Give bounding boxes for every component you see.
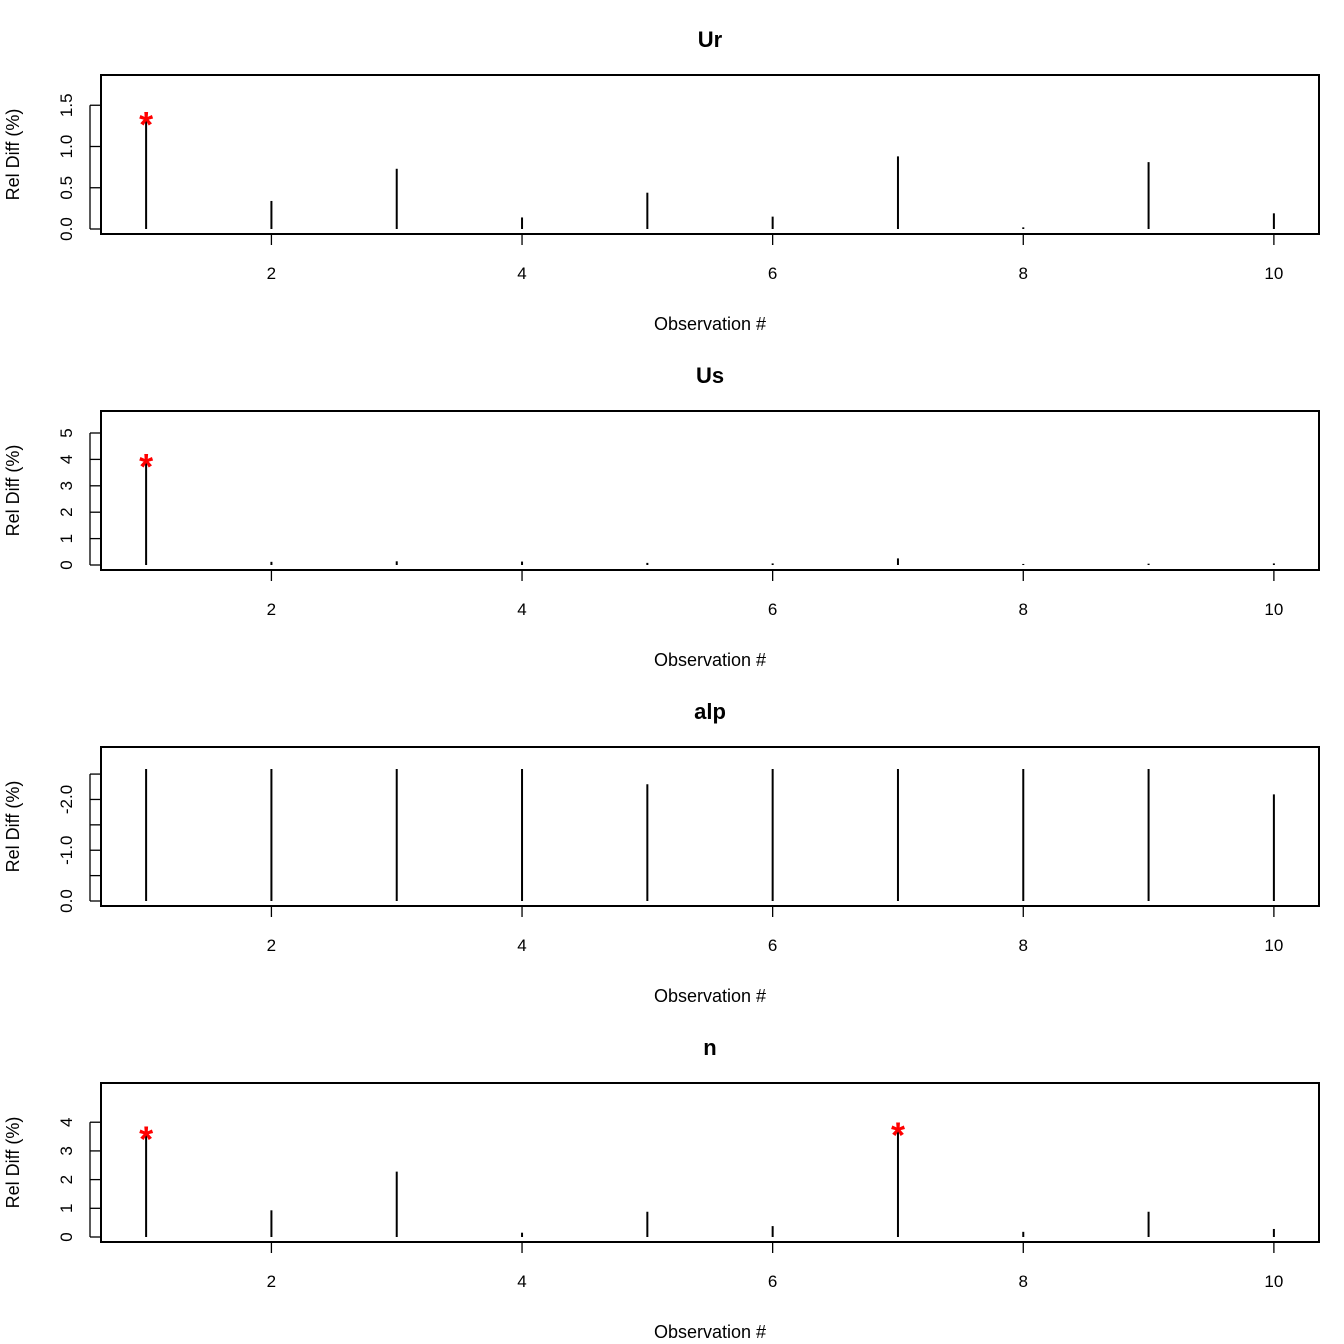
y-axis-label: Rel Diff (%) bbox=[3, 1117, 23, 1209]
chart-panel-2: Us 0 1 2 3 4 5 Rel Diff (%) 2 4 6 8 10 Observation # * bbox=[3, 363, 1320, 670]
y-axis-label: Rel Diff (%) bbox=[3, 109, 23, 201]
x-tick-label: 10 bbox=[1264, 600, 1283, 619]
y-axis-label: Rel Diff (%) bbox=[3, 781, 23, 873]
chart-panel-3: alp 0.0 -1.0 -2.0 Rel Diff (%) 2 4 6 8 10 Observat… bbox=[3, 699, 1320, 1006]
y-tick-label: 3 bbox=[57, 481, 76, 490]
plot-frame bbox=[100, 1082, 1320, 1243]
x-axis-label: Observation # bbox=[654, 314, 766, 334]
x-axis-label: Observation # bbox=[654, 986, 766, 1006]
y-tick-label: 1 bbox=[57, 534, 76, 543]
y-tick-label: 0.0 bbox=[57, 889, 76, 913]
y-tick-label: -1.0 bbox=[57, 836, 76, 865]
y-tick-label: 0 bbox=[57, 560, 76, 569]
y-tick-label: 1.0 bbox=[57, 135, 76, 159]
x-tick-label: 8 bbox=[1019, 600, 1028, 619]
y-tick-label: 0.0 bbox=[57, 217, 76, 241]
x-tick-label: 4 bbox=[517, 936, 526, 955]
highlight-marker: * bbox=[139, 104, 153, 145]
y-tick-label: 3 bbox=[57, 1146, 76, 1155]
y-tick-label: 0.5 bbox=[57, 176, 76, 200]
x-tick-label: 4 bbox=[517, 600, 526, 619]
plot-frame bbox=[100, 746, 1320, 907]
highlight-marker: * bbox=[139, 1118, 153, 1159]
y-axis-label: Rel Diff (%) bbox=[3, 445, 23, 537]
chart-title: Ur bbox=[698, 27, 723, 52]
x-tick-label: 6 bbox=[768, 600, 777, 619]
x-tick-label: 4 bbox=[517, 264, 526, 283]
x-tick-label: 8 bbox=[1019, 264, 1028, 283]
x-tick-label: 2 bbox=[267, 1272, 276, 1291]
y-tick-label: 0 bbox=[57, 1232, 76, 1241]
x-tick-label: 10 bbox=[1264, 264, 1283, 283]
y-tick-label: 1 bbox=[57, 1204, 76, 1213]
y-tick-label: 5 bbox=[57, 428, 76, 437]
chart-title: Us bbox=[696, 363, 724, 388]
plot-frame bbox=[100, 410, 1320, 571]
x-tick-label: 4 bbox=[517, 1272, 526, 1291]
x-tick-label: 2 bbox=[267, 600, 276, 619]
chart-panel-4: n 0 1 2 3 4 Rel Diff (%) 2 4 6 8 10 Observation # * * bbox=[3, 1035, 1320, 1342]
x-tick-label: 6 bbox=[768, 264, 777, 283]
y-tick-label: 2 bbox=[57, 507, 76, 516]
x-tick-label: 8 bbox=[1019, 1272, 1028, 1291]
x-tick-label: 10 bbox=[1264, 1272, 1283, 1291]
x-tick-label: 2 bbox=[267, 936, 276, 955]
x-axis-label: Observation # bbox=[654, 650, 766, 670]
x-tick-label: 8 bbox=[1019, 936, 1028, 955]
y-tick-label: 4 bbox=[57, 1117, 76, 1126]
x-axis-label: Observation # bbox=[654, 1322, 766, 1342]
chart-title: alp bbox=[694, 699, 726, 724]
highlight-marker: * bbox=[891, 1115, 905, 1156]
chart-title: n bbox=[703, 1035, 716, 1060]
x-tick-label: 2 bbox=[267, 264, 276, 283]
plot-frame bbox=[100, 74, 1320, 235]
y-tick-label: -2.0 bbox=[57, 785, 76, 814]
chart-panel-1: Ur 0.0 0.5 1.0 1.5 Rel Diff (%) 2 4 6 8 10 Observat… bbox=[3, 27, 1320, 334]
x-tick-label: 10 bbox=[1264, 936, 1283, 955]
y-tick-label: 1.5 bbox=[57, 93, 76, 117]
y-tick-label: 2 bbox=[57, 1175, 76, 1184]
y-tick-label: 4 bbox=[57, 455, 76, 464]
highlight-marker: * bbox=[139, 446, 153, 487]
x-tick-label: 6 bbox=[768, 936, 777, 955]
x-tick-label: 6 bbox=[768, 1272, 777, 1291]
